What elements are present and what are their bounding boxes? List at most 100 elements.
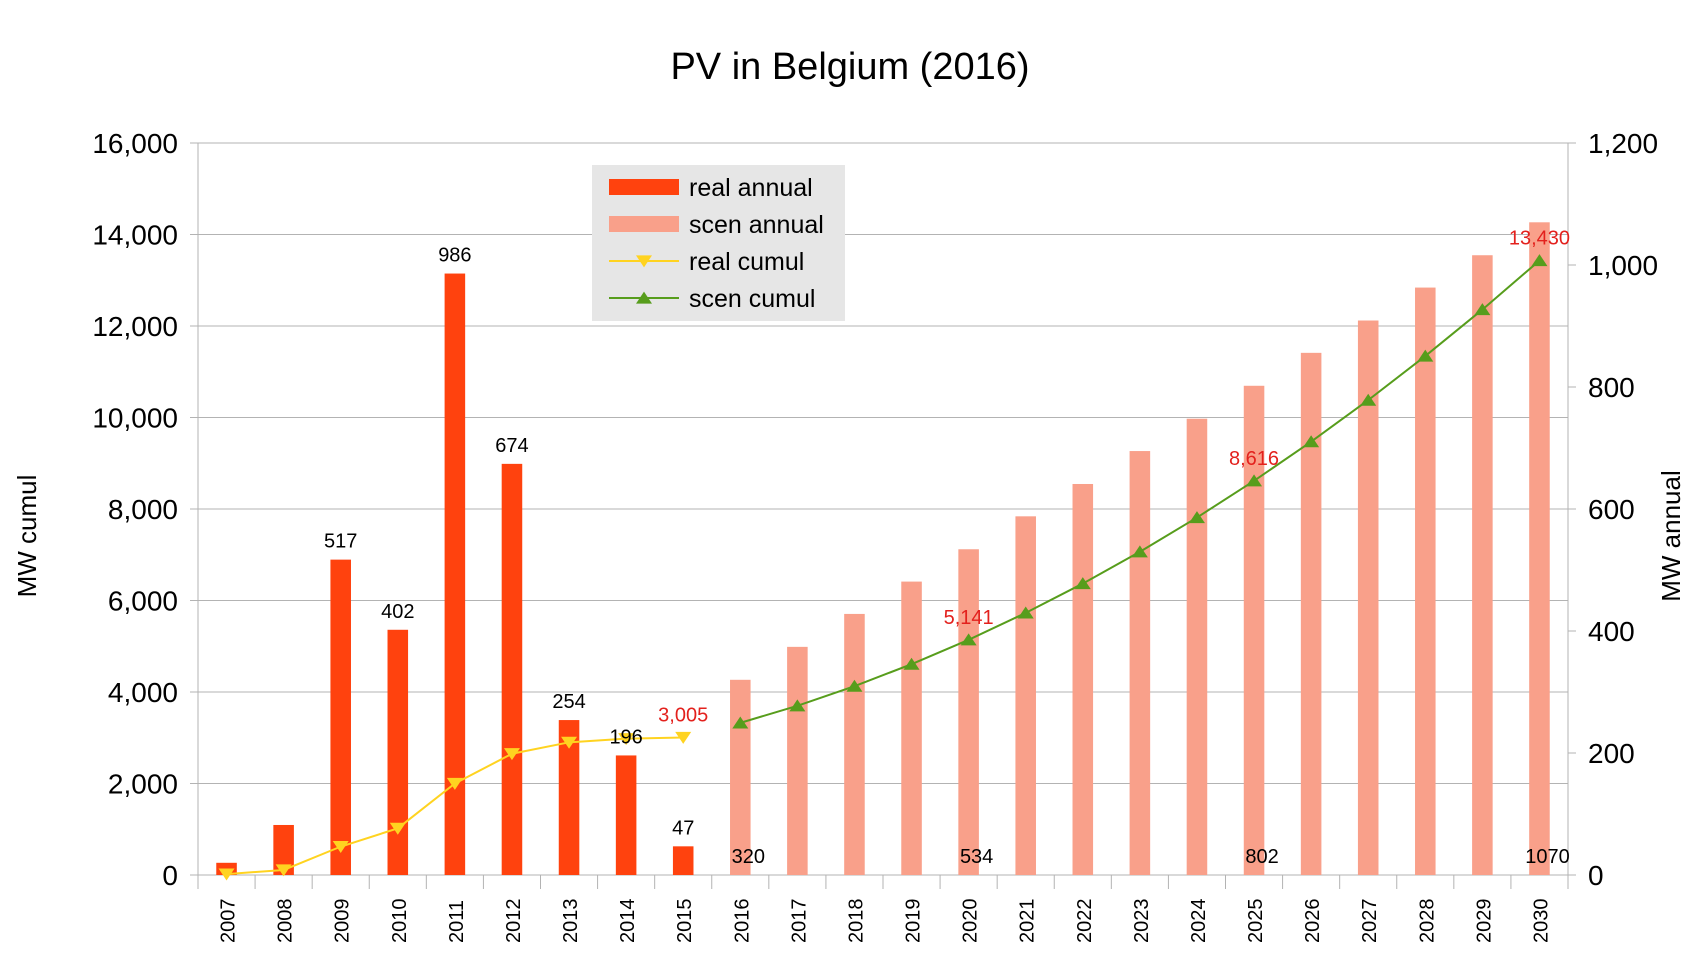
x-tick-label: 2025 (1245, 899, 1267, 944)
marker-scen-cumul (1417, 349, 1434, 362)
x-tick-label: 2018 (845, 899, 867, 944)
x-tick-label: 2024 (1188, 899, 1210, 944)
x-tick-label: 2014 (617, 899, 639, 944)
bar-real-annual (273, 824, 294, 875)
bar-scen-annual (730, 679, 751, 875)
bar-value-label: 674 (495, 435, 528, 457)
x-tick-label: 2027 (1359, 899, 1381, 944)
cumul-value-label: 3,005 (658, 705, 708, 727)
marker-real-cumul (389, 822, 406, 835)
bar-value-label: 320 (732, 846, 765, 868)
right-tick-label: 400 (1588, 616, 1635, 647)
right-tick-label: 600 (1588, 494, 1635, 525)
x-tick-label: 2016 (731, 899, 753, 944)
marker-scen-cumul (1074, 577, 1091, 590)
x-tick-label: 2012 (503, 899, 525, 944)
legend-swatch-scen-annual (609, 216, 679, 232)
bar-real-annual (444, 273, 466, 875)
left-axis-label: MW cumul (12, 475, 42, 598)
marker-real-cumul (275, 864, 292, 877)
axes: 0 2,000 4,000 6,000 8,000 10,000 12,000 14,000 1… (92, 128, 1658, 943)
marker-scen-cumul (1246, 474, 1263, 487)
marker-scen-cumul (1131, 545, 1148, 558)
legend-marker-scen-cumul (636, 291, 652, 304)
marker-real-cumul (332, 841, 349, 854)
bar-scen-annual (901, 581, 922, 875)
legend-label: real annual (689, 174, 813, 202)
right-tick-label: 1,200 (1588, 128, 1658, 159)
x-tick-label: 2029 (1473, 899, 1495, 944)
bars (216, 222, 1550, 876)
cumul-value-label: 13,430 (1509, 228, 1570, 250)
bar-scen-annual (1186, 418, 1208, 875)
left-tick-label: 10,000 (92, 403, 178, 434)
right-tick-label: 0 (1588, 860, 1604, 891)
left-tick-label: 14,000 (92, 220, 178, 251)
bar-scen-annual (1129, 451, 1151, 875)
marker-scen-cumul (1531, 254, 1548, 267)
bar-scen-annual (1415, 287, 1436, 875)
left-tick-label: 2,000 (108, 769, 178, 800)
left-tick-label: 6,000 (108, 586, 178, 617)
bar-value-label: 986 (438, 245, 471, 267)
x-tick-label: 2019 (903, 899, 925, 944)
bar-scen-annual (1300, 352, 1322, 876)
legend-label: scen annual (689, 211, 824, 239)
marker-real-cumul (503, 748, 520, 761)
x-tick-label: 2008 (275, 899, 297, 944)
left-tick-label: 8,000 (108, 494, 178, 525)
bar-real-annual (615, 755, 637, 875)
bar-value-label: 47 (672, 817, 694, 839)
left-tick-label: 4,000 (108, 677, 178, 708)
x-tick-label: 2010 (389, 899, 411, 944)
bar-scen-annual (1243, 385, 1265, 875)
marker-scen-cumul (789, 699, 806, 712)
legend-marker-real-cumul (636, 255, 652, 268)
chart-title: PV in Belgium (2016) (670, 46, 1029, 88)
bar-value-label: 802 (1245, 846, 1278, 868)
bar-scen-annual (787, 646, 808, 875)
marker-scen-cumul (1188, 511, 1205, 524)
marker-real-cumul (446, 777, 463, 790)
bar-value-label: 1070 (1525, 846, 1570, 868)
legend-label: real cumul (689, 248, 804, 276)
x-tick-label: 2015 (674, 899, 696, 944)
bar-scen-annual (1015, 516, 1036, 875)
cumul-value-label: 8,616 (1229, 448, 1279, 470)
bar-scen-annual (1529, 222, 1550, 876)
bar-real-annual (330, 559, 351, 875)
bar-real-annual (501, 463, 523, 875)
legend: real annual scen annual real cumul scen cum… (592, 165, 845, 321)
marker-scen-cumul (960, 633, 977, 646)
marker-scen-cumul (903, 657, 920, 670)
x-tick-label: 2028 (1416, 899, 1438, 944)
bar-real-annual (672, 846, 694, 875)
bar-real-annual (387, 629, 409, 875)
marker-real-cumul (675, 731, 692, 744)
bar-value-label: 534 (960, 846, 993, 868)
grid-lines (190, 142, 1568, 876)
data-labels: 517 402 986 674 254 196 47 320 534 802 1070 3,005 5,… (324, 228, 1570, 868)
x-tick-label: 2023 (1131, 899, 1153, 944)
left-tick-label: 0 (162, 860, 178, 891)
x-tick-label: 2030 (1530, 899, 1552, 944)
x-tick-label: 2021 (1017, 899, 1039, 944)
x-tick-label: 2013 (560, 899, 582, 944)
bar-scen-annual (844, 613, 865, 875)
bar-real-annual (558, 720, 580, 875)
marker-scen-cumul (1360, 393, 1377, 406)
lines (218, 254, 1548, 881)
marker-scen-cumul (1474, 303, 1491, 316)
right-tick-label: 800 (1588, 372, 1635, 403)
legend-label: scen cumul (689, 285, 815, 313)
x-tick-label: 2011 (446, 900, 468, 943)
marker-scen-cumul (846, 679, 863, 692)
marker-real-cumul (561, 736, 578, 749)
left-tick-label: 12,000 (92, 311, 178, 342)
legend-swatch-real-annual (609, 179, 679, 195)
x-tick-label: 2017 (788, 899, 810, 944)
left-tick-label: 16,000 (92, 128, 178, 159)
bar-scen-annual (1072, 483, 1094, 875)
marker-real-cumul (218, 868, 235, 881)
bar-value-label: 517 (324, 531, 357, 553)
